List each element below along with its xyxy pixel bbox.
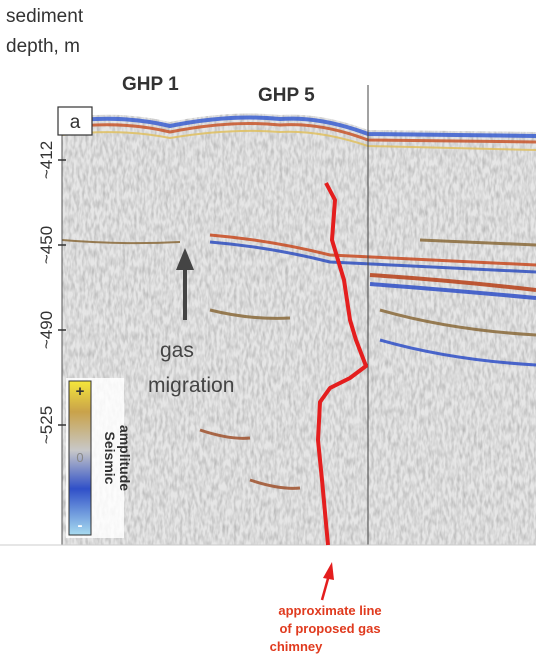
figure: sediment depth, m GHP 1 GHP 5 a ~412 ~45… [0, 0, 536, 663]
depth-tick-label: ~450 [37, 226, 56, 264]
annotation: migration [148, 374, 234, 397]
caption-arrowhead [323, 562, 334, 580]
axis-title: sediment [6, 6, 84, 27]
annotation: gas [160, 339, 194, 362]
depth-ticks: ~412 ~450 ~490 ~525 [37, 141, 56, 444]
colorbar-title: Seismic [102, 432, 118, 485]
depth-tick-label: ~412 [37, 141, 56, 179]
site-label: GHP 5 [258, 85, 315, 106]
colorbar-label: 0 [76, 450, 83, 465]
colorbar-label: + [76, 383, 85, 400]
depth-tick-label: ~490 [37, 311, 56, 349]
caption-line: chimney [270, 639, 324, 654]
axis-title: depth, m [6, 36, 80, 57]
site-label: GHP 1 [122, 74, 179, 95]
colorbar-label: - [78, 517, 83, 534]
panel-label: a [70, 112, 81, 133]
depth-tick-label: ~525 [37, 406, 56, 444]
caption-line: of proposed gas [279, 621, 380, 636]
caption-line: approximate line [278, 603, 381, 618]
page: sediment depth, m GHP 1 GHP 5 a ~412 ~45… [0, 0, 536, 663]
caption: approximate line of proposed gas chimney [270, 603, 382, 654]
colorbar-title: amplitude [117, 425, 133, 491]
